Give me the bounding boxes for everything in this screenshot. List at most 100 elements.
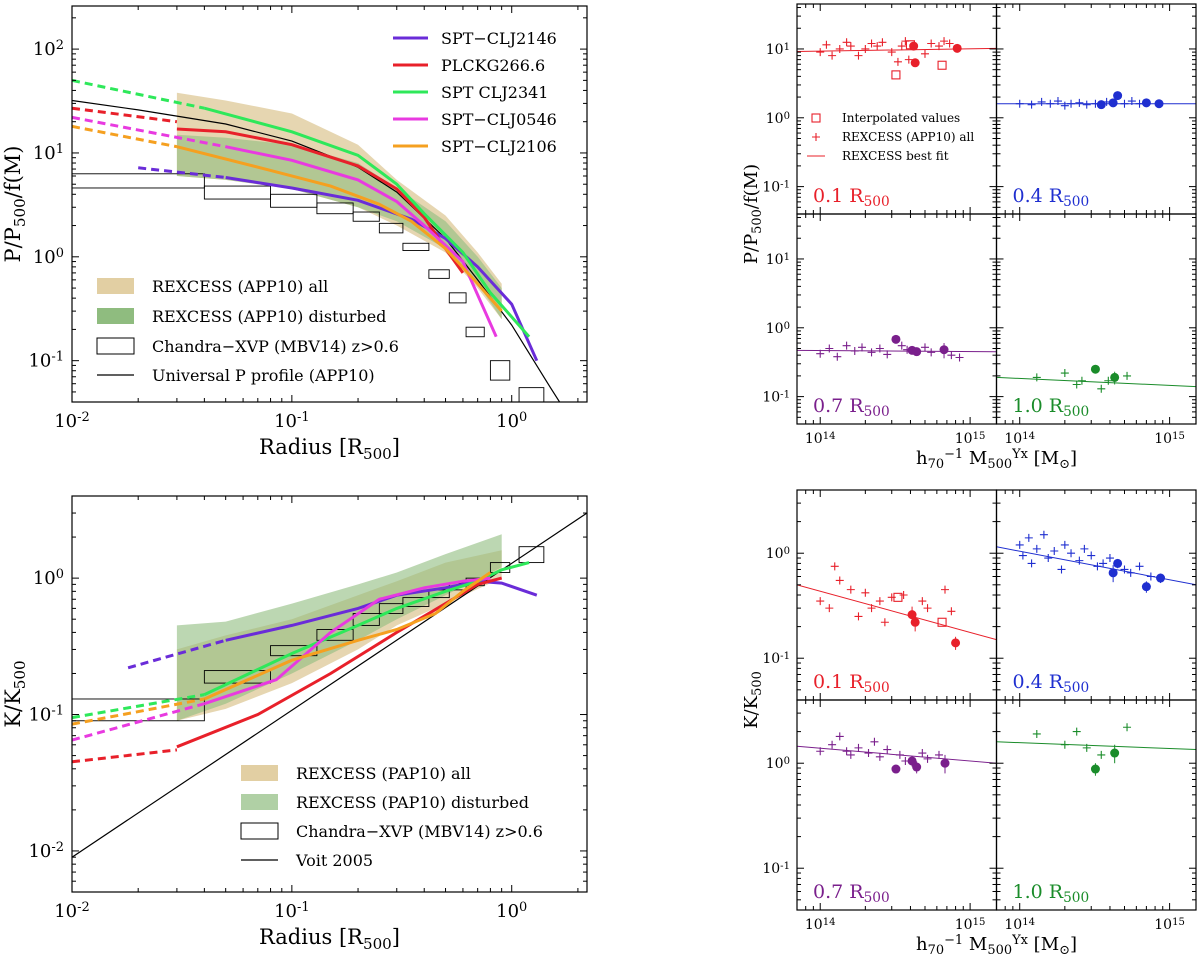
panel-frame (796, 213, 998, 425)
rexcess-cross-marker (1039, 530, 1048, 539)
x-tick-label: 10-1 (274, 410, 310, 432)
y-tick-label: 101 (33, 142, 64, 164)
rexcess-cross-marker (918, 749, 927, 758)
series-dashed-SPT-CLJ2106 (72, 697, 205, 726)
series-line-SPT-CLJ2106 (176, 145, 503, 313)
legend-label-SPT-CLJ2146: SPT−CLJ2146 (441, 29, 557, 48)
interpolated-square-marker (893, 592, 903, 602)
rexcess-cross-marker (1075, 98, 1084, 107)
y-tick-label: 100 (766, 110, 790, 127)
x-tick-label: 10-2 (54, 900, 90, 922)
rexcess-cross-marker (934, 42, 943, 51)
legend-label-band: REXCESS (APP10) disturbed (152, 307, 386, 326)
rexcess-cross-marker (927, 348, 936, 357)
rexcess-cross-marker (1032, 544, 1041, 553)
rexcess-cross-marker (854, 612, 863, 621)
pressure-profiles-plot-area (72, 78, 561, 402)
pressure-vs-mass-panel-r04: 0.4 R500 (995, 3, 1197, 215)
xvp-box (402, 242, 430, 251)
cluster-point (912, 347, 922, 357)
x-tick-label: 100 (496, 410, 527, 432)
panel-plot-area (996, 530, 1196, 593)
rexcess-cross-marker (1097, 384, 1106, 393)
rexcess-cross-marker (1097, 750, 1106, 759)
rexcess-cross-marker (1126, 568, 1135, 577)
series-dashed-SPT_CLJ2341 (72, 693, 205, 720)
y-tick-label: 10-1 (762, 179, 790, 196)
cluster-point (1108, 98, 1118, 108)
rexcess-cross-marker (934, 750, 943, 759)
x-tick-label: 10-2 (54, 410, 90, 432)
x-axis-label: Radius [R500] (259, 435, 400, 463)
panel-radius-label: 1.0 R500 (1013, 395, 1090, 420)
entropy-profiles-plot-area (72, 512, 587, 858)
x-axis-label: h70−1 M500Yx [M⊙] (916, 447, 1077, 472)
rexcess-cross-marker (1135, 562, 1144, 571)
rexcess-cross-marker (846, 585, 855, 594)
y-tick-label: 100 (33, 567, 64, 589)
series-dashed-SPT-CLJ0546 (72, 702, 205, 742)
cluster-point (912, 762, 922, 772)
cluster-point (1156, 573, 1166, 583)
rexcess-cross-marker (1015, 99, 1024, 108)
xvp-box (428, 269, 450, 279)
cluster-point (910, 58, 920, 68)
rexcess-cross-marker (1060, 540, 1069, 549)
x-tick-label: 1014 (1004, 431, 1035, 448)
rexcess-cross-marker (854, 743, 863, 752)
rexcess-cross-marker (1046, 99, 1055, 108)
rexcess-cross-marker (828, 51, 837, 60)
xvp-box (270, 193, 318, 208)
rexcess-cross-marker (830, 562, 839, 571)
xvp-box (352, 613, 380, 626)
rexcess-cross-marker (833, 352, 842, 361)
rexcess-cross-marker (1123, 723, 1132, 732)
xvp-box (352, 211, 380, 222)
rexcess-cross-marker (1105, 554, 1114, 563)
legend-swatch-rexcess-all (97, 278, 134, 294)
y-tick-label: 10-1 (762, 651, 790, 668)
panel-frame (796, 3, 998, 215)
rexcess-cross-marker (835, 44, 844, 53)
series-dashed-SPT-CLJ2146 (127, 638, 227, 670)
rexcess-cross-marker (1077, 376, 1086, 385)
y-axis-label: K/K500 (741, 671, 765, 729)
entropy-vs-mass-panel-r01: 0.1 R500 10-1 100 (762, 489, 998, 701)
rexcess-cross-marker (1120, 565, 1129, 574)
xvp-box (402, 597, 430, 607)
series-dashed-SPT-CLJ2106 (72, 124, 178, 149)
y-axis-label: K/K500 (1, 660, 29, 727)
entropy-vs-mass-panel-r10: 1.0 R500 1014 1015 (995, 699, 1197, 933)
rexcess-cross-marker (816, 48, 825, 57)
rexcess-cross-marker (825, 344, 834, 353)
y-tick-label: 100 (33, 246, 64, 268)
rexcess-cross-marker (1072, 727, 1081, 736)
legend-label-band: Voit 2005 (295, 851, 373, 870)
y-tick-label: 102 (33, 38, 64, 60)
panel-radius-label: 0.4 R500 (1013, 671, 1090, 696)
rexcess-cross-marker (1015, 540, 1024, 549)
rexcess-cross-marker (923, 754, 932, 763)
panel-plot-area (996, 91, 1196, 110)
panel-radius-label: 0.1 R500 (813, 185, 890, 210)
pressure-vs-mass-panel-r07: 0.7 R500 1014 1015 10-1 100 101 (762, 213, 998, 447)
rexcess-cross-marker (1037, 97, 1046, 106)
rexcess-cross-marker (883, 350, 892, 359)
rexcess-cross-marker (1072, 380, 1081, 389)
cluster-point (1090, 764, 1100, 774)
cluster-point (1154, 99, 1164, 109)
panel-radius-label: 0.7 R500 (813, 881, 890, 906)
rexcess-cross-marker (835, 732, 844, 741)
rexcess-cross-marker (825, 604, 834, 613)
x-tick-label: 1015 (955, 917, 986, 934)
x-tick-label: 10-1 (274, 900, 310, 922)
legend-label: REXCESS best fit (842, 149, 949, 163)
rexcess-cross-marker (1024, 533, 1033, 542)
rexcess-cross-marker (842, 747, 851, 756)
rexcess-cross-marker (918, 597, 927, 606)
legend-swatch-rexcess-disturbed (97, 308, 134, 324)
rexcess-cross-marker (897, 42, 906, 51)
x-tick-label: 100 (496, 900, 527, 922)
xvp-box (378, 603, 404, 614)
pressure-profiles-frame (71, 5, 588, 403)
